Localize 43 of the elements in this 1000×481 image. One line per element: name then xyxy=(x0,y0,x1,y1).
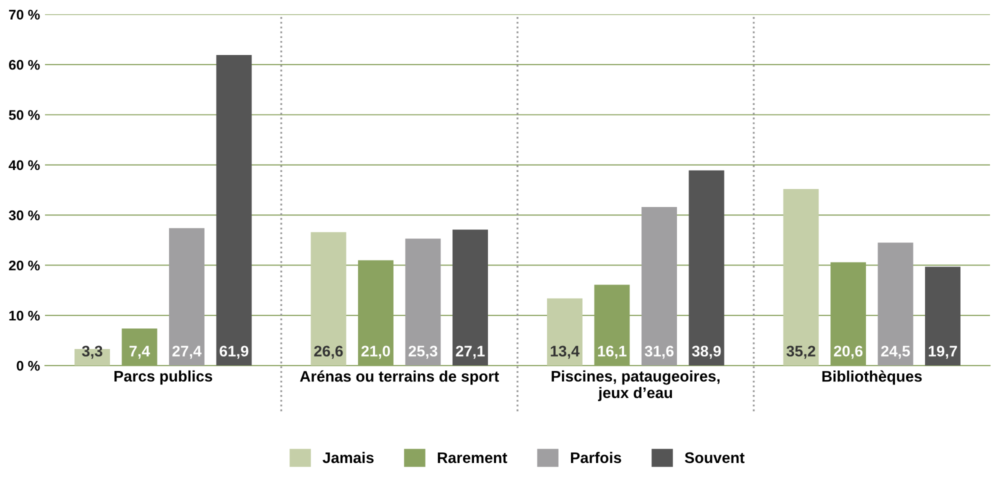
y-tick-label: 60 % xyxy=(8,60,40,70)
legend-label: Parfois xyxy=(570,452,622,464)
bar xyxy=(216,55,252,366)
legend-label: Souvent xyxy=(684,452,744,464)
bar xyxy=(878,242,914,366)
bar xyxy=(688,170,724,366)
data-label: 24,5 xyxy=(881,346,910,359)
y-tick-label: 50 % xyxy=(8,110,40,120)
x-tick-label: Bibliothèques xyxy=(822,370,922,385)
bar xyxy=(452,230,488,366)
x-tick-label: Arénas ou terrains de sport xyxy=(300,370,499,385)
y-tick-label: 70 % xyxy=(9,10,40,20)
data-label: 26,6 xyxy=(314,346,343,359)
data-label: 3,3 xyxy=(82,346,102,359)
data-label: 27,4 xyxy=(172,346,202,359)
y-tick-label: 30 % xyxy=(8,210,40,220)
bar xyxy=(783,188,819,366)
bar xyxy=(642,207,677,366)
bar xyxy=(925,266,960,366)
data-label: 21,0 xyxy=(361,346,390,359)
bar xyxy=(310,232,346,366)
x-tick-label: Parcs publics xyxy=(114,370,212,385)
data-label: 7,4 xyxy=(130,346,150,359)
y-tick-label: 10 % xyxy=(9,310,40,321)
bar xyxy=(169,228,204,366)
data-label: 61,9 xyxy=(220,346,248,359)
bar xyxy=(405,238,441,366)
data-label: 16,1 xyxy=(598,346,626,359)
data-label: 25,3 xyxy=(408,346,438,359)
y-tick-label: 20 % xyxy=(8,260,40,270)
data-label: 31,6 xyxy=(644,346,674,359)
legend-label: Jamais xyxy=(322,452,374,464)
bar xyxy=(547,298,582,366)
data-label: 13,4 xyxy=(550,346,580,359)
data-label: 20,6 xyxy=(834,346,863,359)
y-tick-label: 40 % xyxy=(8,160,40,170)
legend-label: Rarement xyxy=(438,452,508,464)
data-label: 35,2 xyxy=(786,346,816,359)
x-tick-label: Piscines, pataugeoires, jeux d’eau xyxy=(552,370,720,402)
data-label: 38,9 xyxy=(692,346,721,359)
data-label: 27,1 xyxy=(456,346,485,359)
y-tick-label: 0 % xyxy=(16,360,40,371)
data-label: 19,7 xyxy=(928,346,957,359)
